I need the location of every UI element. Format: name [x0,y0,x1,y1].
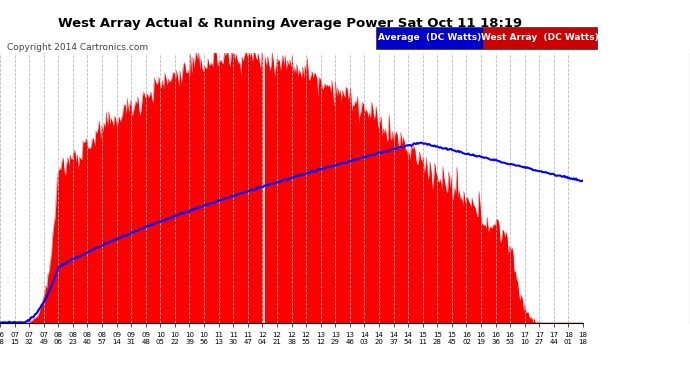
Text: West Array  (DC Watts): West Array (DC Watts) [481,33,599,42]
Text: Average  (DC Watts): Average (DC Watts) [378,33,481,42]
Text: West Array Actual & Running Average Power Sat Oct 11 18:19: West Array Actual & Running Average Powe… [58,17,522,30]
Text: Copyright 2014 Cartronics.com: Copyright 2014 Cartronics.com [7,43,148,52]
